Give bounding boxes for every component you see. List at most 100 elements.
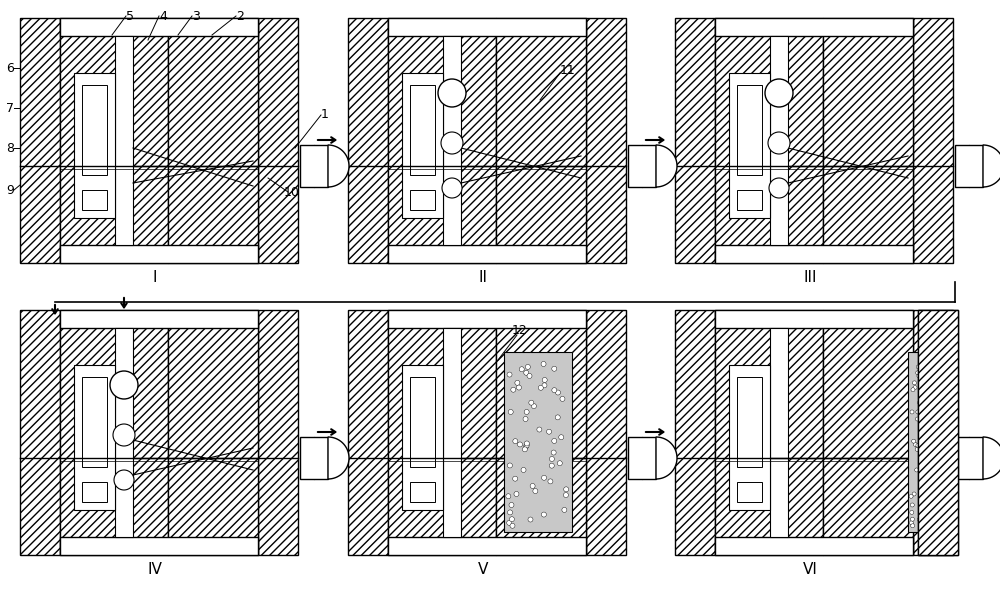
Text: I: I — [153, 271, 157, 286]
Circle shape — [509, 503, 514, 507]
Circle shape — [922, 384, 926, 387]
Text: 5: 5 — [126, 10, 134, 22]
Bar — [729, 73, 770, 218]
Circle shape — [528, 517, 533, 522]
Bar — [823, 18, 913, 263]
Circle shape — [912, 381, 916, 385]
Text: II: II — [479, 271, 488, 286]
Bar — [737, 377, 762, 467]
Bar — [348, 18, 388, 263]
Circle shape — [114, 470, 134, 490]
Circle shape — [910, 510, 914, 515]
Circle shape — [927, 391, 931, 394]
Circle shape — [525, 364, 530, 370]
Text: 3: 3 — [192, 10, 200, 22]
Bar — [258, 18, 298, 263]
Circle shape — [547, 429, 552, 434]
Circle shape — [514, 492, 519, 496]
Bar — [300, 437, 328, 479]
Bar — [586, 18, 626, 263]
Circle shape — [542, 383, 547, 388]
Circle shape — [548, 479, 553, 484]
Circle shape — [925, 464, 929, 467]
Bar — [918, 310, 958, 555]
Bar — [74, 365, 115, 510]
Circle shape — [552, 366, 557, 371]
Circle shape — [910, 410, 914, 414]
Bar — [737, 482, 762, 502]
Circle shape — [922, 378, 926, 382]
Text: 12: 12 — [512, 324, 528, 336]
Text: 4: 4 — [159, 10, 167, 22]
Circle shape — [559, 435, 564, 440]
Bar — [410, 190, 435, 210]
Bar — [586, 310, 626, 555]
Circle shape — [524, 370, 529, 375]
Text: IV: IV — [148, 562, 162, 577]
Bar — [388, 18, 586, 36]
Circle shape — [919, 404, 923, 408]
Circle shape — [765, 79, 793, 107]
Circle shape — [768, 132, 790, 154]
Circle shape — [537, 427, 542, 432]
Bar — [675, 310, 715, 555]
Circle shape — [510, 523, 515, 528]
Circle shape — [527, 373, 532, 379]
Circle shape — [928, 461, 932, 465]
Circle shape — [516, 385, 521, 390]
Circle shape — [549, 463, 554, 468]
Circle shape — [919, 489, 923, 493]
Circle shape — [911, 388, 915, 392]
Bar — [115, 36, 133, 245]
Circle shape — [909, 521, 913, 525]
Bar — [60, 537, 258, 555]
Circle shape — [557, 461, 562, 466]
Circle shape — [542, 475, 547, 480]
Circle shape — [913, 443, 917, 446]
Bar — [770, 36, 788, 245]
Circle shape — [910, 517, 914, 521]
Circle shape — [523, 417, 528, 422]
Circle shape — [916, 365, 920, 369]
Bar — [300, 145, 328, 187]
Circle shape — [915, 448, 919, 451]
Circle shape — [769, 178, 789, 198]
Bar — [955, 145, 983, 187]
Text: 8: 8 — [6, 141, 14, 155]
Polygon shape — [983, 437, 1000, 479]
Circle shape — [538, 385, 543, 390]
Circle shape — [916, 410, 920, 414]
Bar — [82, 190, 107, 210]
Bar — [60, 310, 168, 555]
Circle shape — [917, 518, 921, 521]
Circle shape — [922, 513, 926, 516]
Circle shape — [552, 439, 557, 443]
Circle shape — [916, 443, 920, 448]
Circle shape — [507, 520, 512, 525]
Circle shape — [930, 493, 934, 497]
Bar — [496, 18, 586, 263]
Bar — [918, 310, 958, 555]
Bar — [913, 18, 953, 263]
Bar — [675, 18, 715, 263]
Bar — [60, 310, 258, 328]
Circle shape — [549, 457, 554, 461]
Bar — [410, 85, 435, 175]
Bar — [715, 18, 823, 263]
Text: V: V — [478, 562, 488, 577]
Text: 9: 9 — [6, 184, 14, 196]
Bar — [496, 310, 586, 555]
Bar — [20, 18, 60, 263]
Circle shape — [911, 524, 915, 528]
Bar — [715, 245, 913, 263]
Polygon shape — [328, 437, 349, 479]
Circle shape — [560, 396, 565, 402]
Bar — [388, 310, 496, 555]
Bar — [60, 18, 168, 263]
Bar — [628, 437, 656, 479]
Text: 10: 10 — [284, 185, 300, 199]
Circle shape — [513, 439, 518, 444]
Circle shape — [533, 489, 538, 493]
Bar — [770, 328, 788, 537]
Circle shape — [930, 508, 934, 512]
